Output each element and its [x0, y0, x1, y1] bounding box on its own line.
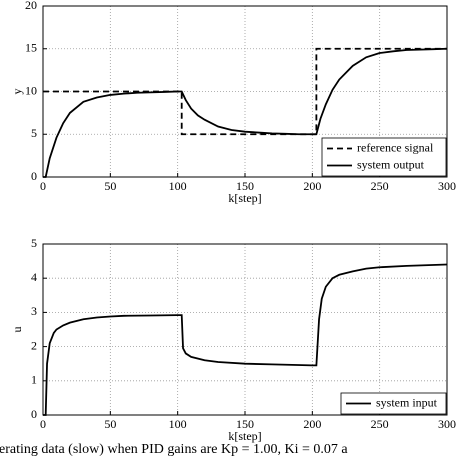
y-tick-label: 5	[31, 236, 37, 250]
line-series	[43, 263, 448, 416]
x-tick-label: 250	[371, 417, 389, 431]
x-tick-label: 250	[371, 179, 389, 193]
x-tick-label: 300	[438, 179, 456, 193]
y-tick-label: 0	[31, 407, 37, 421]
y-tick-label: 2	[31, 338, 37, 352]
y-axis-label: y	[10, 89, 24, 95]
plot-frame	[42, 5, 448, 178]
y-tick-label: 4	[31, 270, 37, 284]
x-tick-label: 100	[169, 417, 187, 431]
y-tick-label: 1	[31, 373, 37, 387]
y-axis-label: u	[10, 327, 24, 333]
x-tick-label: 150	[236, 417, 254, 431]
x-tick-label: 0	[40, 417, 46, 431]
x-tick-label: 200	[303, 417, 321, 431]
legend-label: system output	[357, 157, 425, 171]
x-tick-label: 50	[104, 179, 116, 193]
x-tick-label: 150	[236, 179, 254, 193]
y-tick-label: 0	[31, 169, 37, 183]
x-axis-label: k[step]	[228, 429, 261, 443]
y-tick-label: 15	[25, 41, 37, 55]
line-series	[43, 47, 448, 178]
legend-label: system input	[376, 395, 438, 409]
x-tick-label: 0	[40, 179, 46, 193]
x-tick-label: 100	[169, 179, 187, 193]
x-axis-label: k[step]	[228, 191, 261, 205]
y-tick-label: 3	[31, 304, 37, 318]
caption: nerating data (slow) when PID gains are …	[0, 442, 348, 457]
legend-box	[321, 137, 447, 177]
y-tick-label: 20	[25, 0, 37, 12]
y-tick-label: 5	[31, 126, 37, 140]
x-tick-label: 50	[104, 417, 116, 431]
plot-frame	[42, 243, 448, 416]
legend-label: reference signal	[357, 140, 434, 154]
x-tick-label: 300	[438, 417, 456, 431]
y-tick-label: 10	[25, 83, 37, 97]
x-tick-label: 200	[303, 179, 321, 193]
plot-area	[43, 244, 447, 415]
legend-box	[340, 392, 447, 415]
